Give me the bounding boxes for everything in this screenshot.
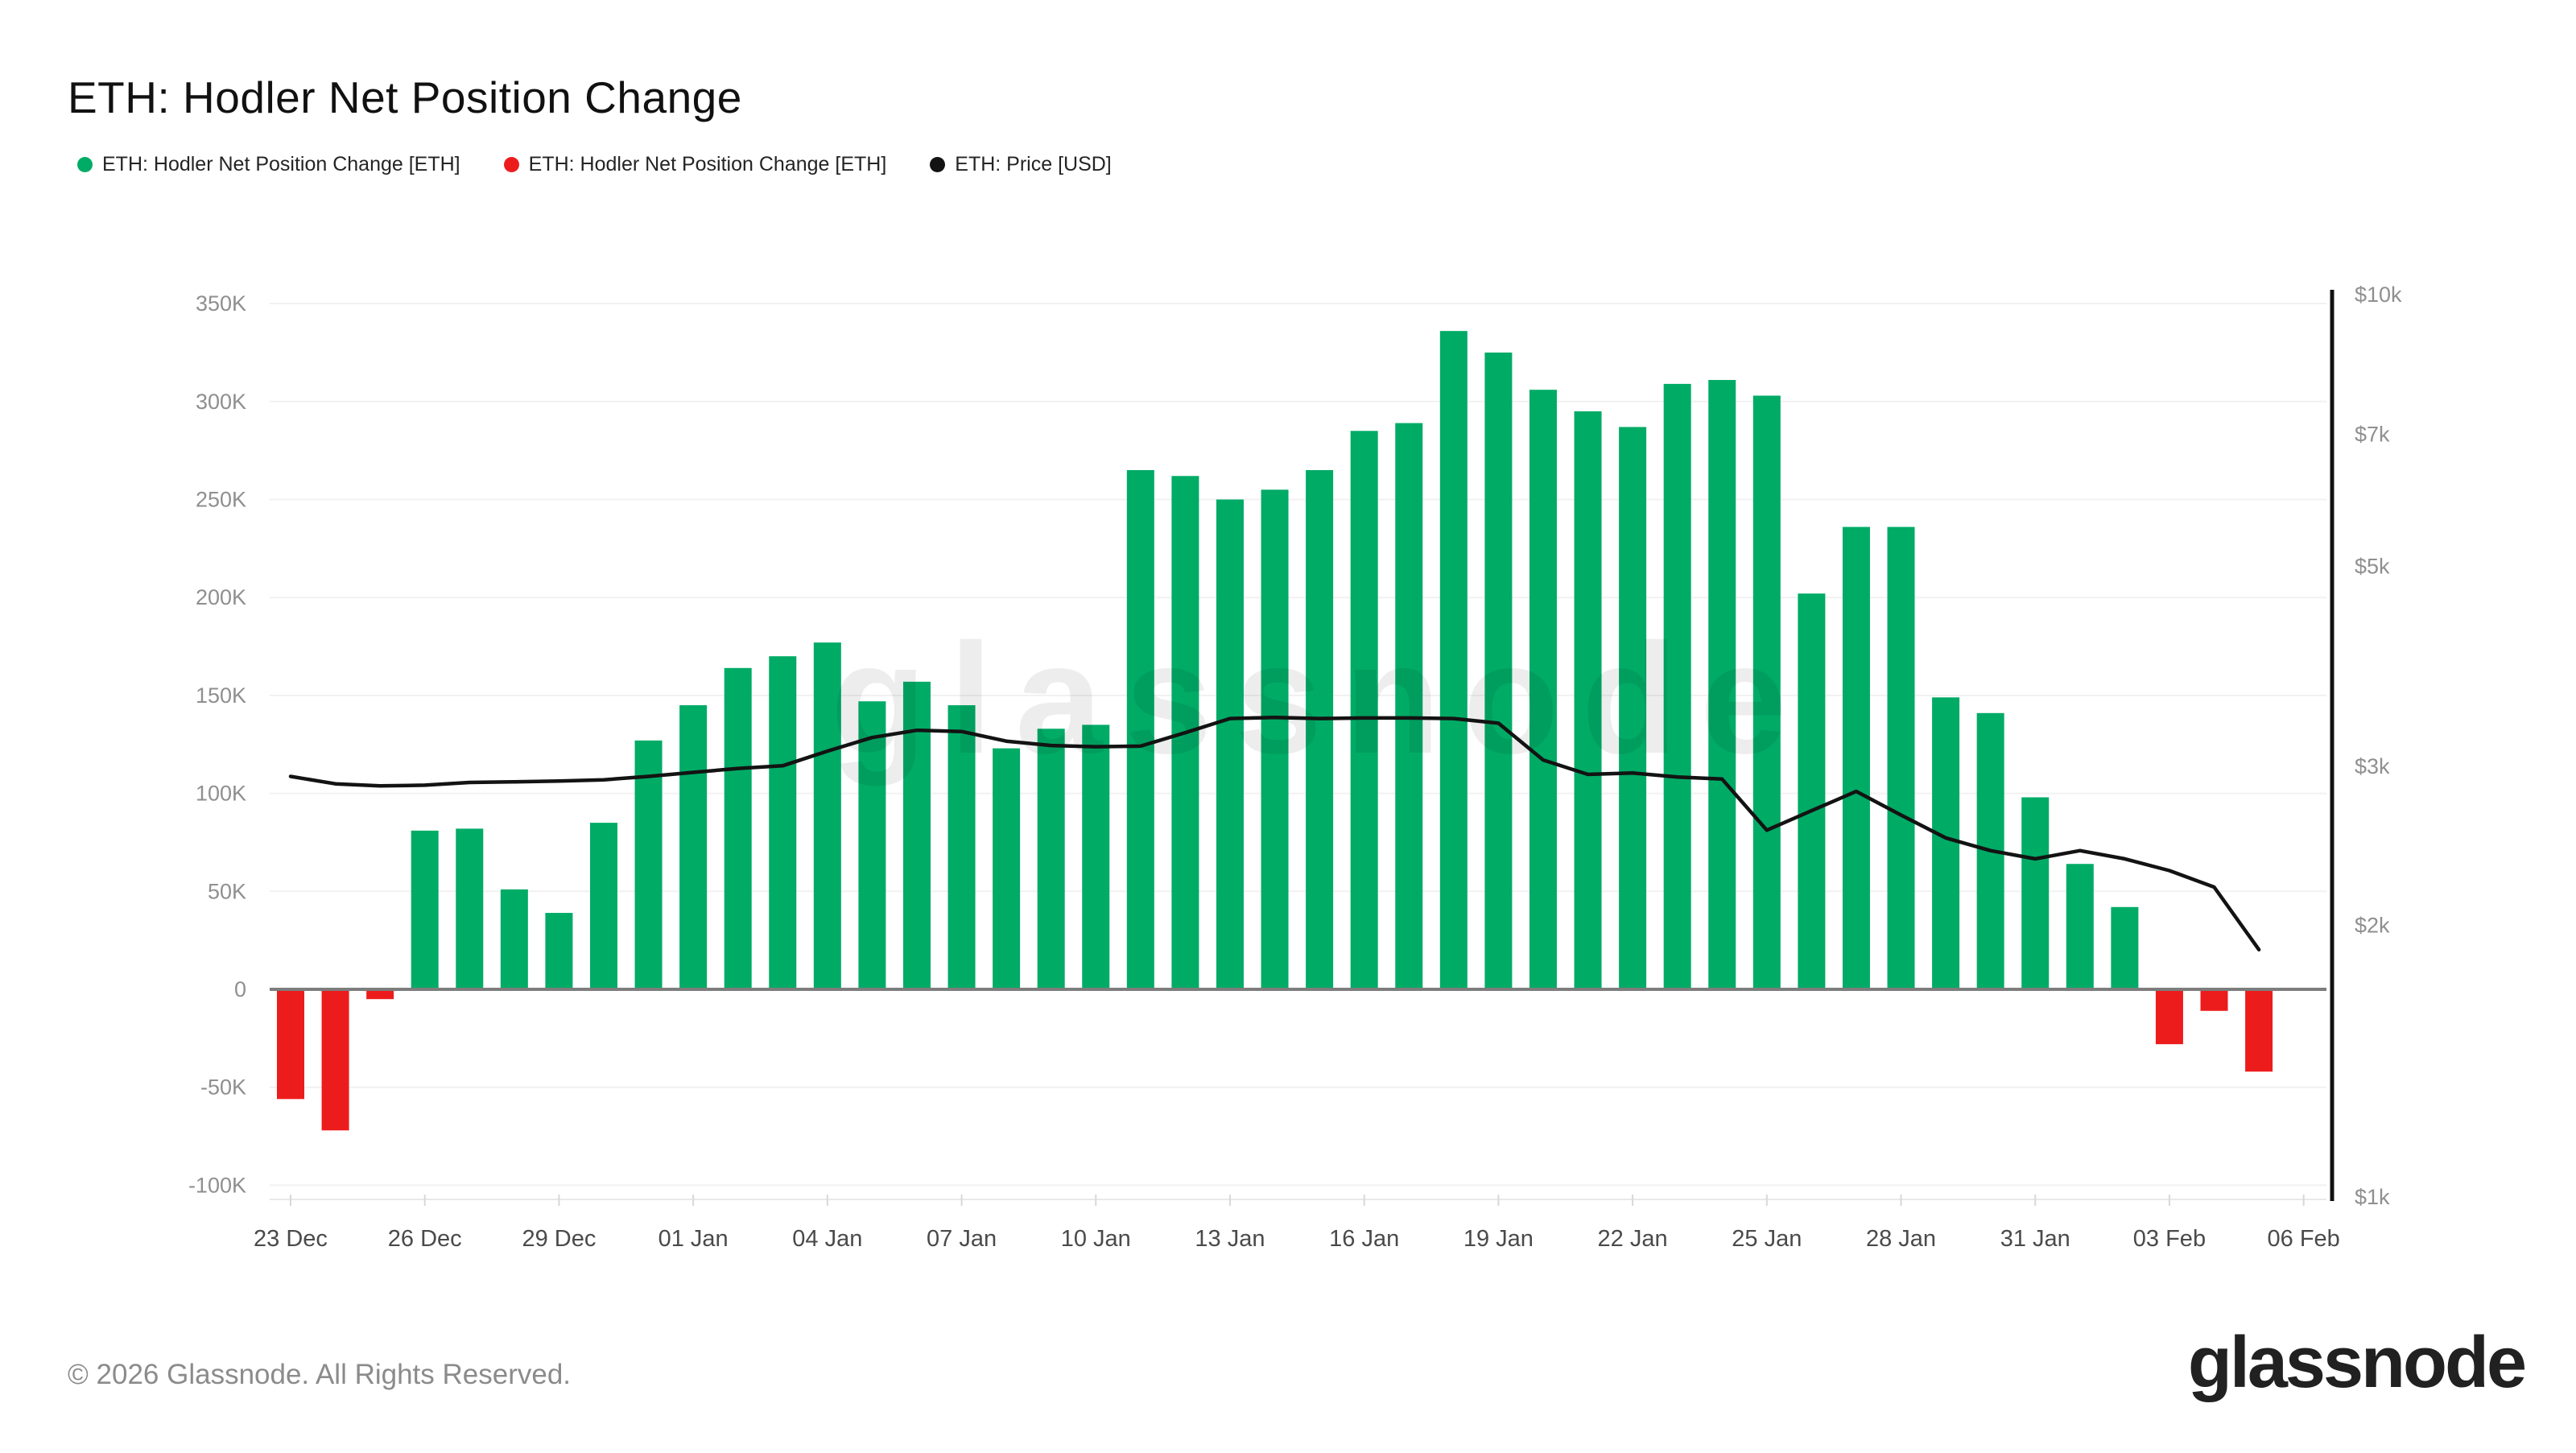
- legend-dot-black-icon: [930, 157, 946, 172]
- left-axis-tick-label: 300K: [196, 390, 246, 414]
- bar-17 Jan[interactable]: [1395, 423, 1423, 989]
- x-axis-tick-label: 29 Dec: [522, 1226, 596, 1252]
- bar-31 Jan[interactable]: [2021, 797, 2050, 989]
- bar-05 Feb[interactable]: [2245, 989, 2273, 1072]
- x-axis-tick-label: 16 Jan: [1329, 1226, 1399, 1252]
- left-axis-tick-label: 250K: [196, 488, 246, 512]
- bar-27 Dec[interactable]: [456, 828, 484, 989]
- bar-11 Jan[interactable]: [1126, 469, 1154, 989]
- left-axis-tick-label: 150K: [196, 683, 246, 708]
- bar-29 Dec[interactable]: [545, 913, 573, 989]
- bar-27 Jan[interactable]: [1842, 526, 1870, 989]
- bar-28 Dec[interactable]: [500, 889, 528, 989]
- legend-item-label: ETH: Hodler Net Position Change [ETH]: [102, 153, 460, 175]
- x-axis-tick-label: 13 Jan: [1195, 1226, 1265, 1252]
- bar-07 Jan[interactable]: [947, 705, 976, 989]
- bar-03 Jan[interactable]: [769, 656, 797, 989]
- bar-19 Jan[interactable]: [1484, 352, 1513, 989]
- left-axis-tick-label: -100K: [188, 1173, 246, 1197]
- x-axis-tick-label: 25 Jan: [1732, 1226, 1802, 1252]
- bar-21 Jan[interactable]: [1574, 411, 1602, 990]
- legend-item-hodler-negative[interactable]: ETH: Hodler Net Position Change [ETH]: [503, 153, 887, 176]
- right-axis-tick-label: $2k: [2355, 914, 2390, 938]
- legend-item-label: ETH: Price [USD]: [955, 153, 1112, 175]
- x-axis-tick-label: 23 Dec: [254, 1226, 328, 1252]
- bar-24 Dec[interactable]: [321, 989, 349, 1131]
- bar-05 Jan[interactable]: [858, 701, 886, 989]
- bar-14 Jan[interactable]: [1261, 489, 1289, 989]
- right-axis-tick-label: $7k: [2355, 423, 2390, 447]
- bar-24 Jan[interactable]: [1708, 380, 1736, 989]
- x-axis-tick-label: 31 Jan: [2000, 1226, 2070, 1252]
- left-axis-tick-label: 350K: [196, 291, 246, 316]
- left-axis-tick-label: -50K: [200, 1075, 246, 1100]
- bar-01 Jan[interactable]: [679, 705, 708, 989]
- bar-23 Jan[interactable]: [1663, 383, 1691, 989]
- x-axis-tick-label: 22 Jan: [1598, 1226, 1668, 1252]
- bar-04 Feb[interactable]: [2200, 989, 2228, 1011]
- x-axis-tick-label: 10 Jan: [1061, 1226, 1131, 1252]
- legend-item-label: ETH: Hodler Net Position Change [ETH]: [528, 153, 887, 175]
- right-axis-tick-label: $10k: [2355, 283, 2402, 307]
- glassnode-watermark: glassnode: [831, 611, 1810, 786]
- x-axis-tick-label: 19 Jan: [1463, 1226, 1534, 1252]
- x-axis-tick-label: 04 Jan: [792, 1226, 862, 1252]
- bar-02 Jan[interactable]: [724, 667, 752, 989]
- left-axis-tick-label: 0: [234, 977, 246, 1001]
- bar-22 Jan[interactable]: [1619, 427, 1647, 989]
- bar-08 Jan[interactable]: [993, 748, 1021, 989]
- bar-26 Jan[interactable]: [1798, 593, 1826, 989]
- legend-item-hodler-positive[interactable]: ETH: Hodler Net Position Change [ETH]: [77, 153, 460, 176]
- bar-18 Jan[interactable]: [1439, 331, 1468, 989]
- bar-29 Jan[interactable]: [1932, 697, 1960, 989]
- legend-dot-red-icon: [503, 157, 519, 172]
- right-axis-tick-label: $3k: [2355, 754, 2390, 778]
- page-title: ETH: Hodler Net Position Change: [68, 72, 742, 122]
- bar-26 Dec[interactable]: [411, 830, 439, 989]
- bar-23 Dec[interactable]: [277, 989, 304, 1100]
- bar-30 Dec[interactable]: [589, 823, 617, 989]
- x-axis-tick-label: 06 Feb: [2268, 1226, 2340, 1252]
- x-axis-tick-label: 03 Feb: [2133, 1226, 2206, 1252]
- price-line[interactable]: [288, 715, 2261, 951]
- bar-13 Jan[interactable]: [1216, 499, 1244, 990]
- x-axis-tick-label: 28 Jan: [1866, 1226, 1936, 1252]
- left-axis-tick-label: 50K: [208, 879, 246, 903]
- right-axis-tick-label: $1k: [2355, 1185, 2390, 1209]
- bar-01 Feb[interactable]: [2066, 864, 2094, 989]
- x-axis-tick-label: 26 Dec: [388, 1226, 462, 1252]
- x-axis-tick-label: 07 Jan: [927, 1226, 997, 1252]
- bar-31 Dec[interactable]: [634, 740, 663, 989]
- bar-16 Jan[interactable]: [1350, 431, 1378, 989]
- left-axis-tick-label: 200K: [196, 585, 246, 609]
- bar-15 Jan[interactable]: [1306, 469, 1334, 989]
- bar-04 Jan[interactable]: [813, 642, 841, 989]
- copyright-text: © 2026 Glassnode. All Rights Reserved.: [68, 1359, 572, 1390]
- bar-02 Feb[interactable]: [2111, 906, 2139, 989]
- bar-28 Jan[interactable]: [1887, 526, 1915, 989]
- bar-25 Jan[interactable]: [1752, 395, 1781, 989]
- bar-03 Feb[interactable]: [2155, 989, 2183, 1045]
- right-axis-tick-label: $5k: [2355, 554, 2390, 578]
- chart-legend: ETH: Hodler Net Position Change [ETH] ET…: [77, 153, 1112, 176]
- bar-10 Jan[interactable]: [1082, 724, 1110, 989]
- legend-dot-green-icon: [77, 157, 93, 172]
- left-axis-tick-label: 100K: [196, 782, 246, 806]
- bar-20 Jan[interactable]: [1529, 390, 1557, 989]
- bar-25 Dec[interactable]: [366, 989, 394, 1000]
- x-axis-tick-label: 01 Jan: [658, 1226, 729, 1252]
- glassnode-logo: glassnode: [2187, 1323, 2527, 1403]
- legend-item-price[interactable]: ETH: Price [USD]: [930, 153, 1112, 176]
- bar-09 Jan[interactable]: [1037, 729, 1065, 989]
